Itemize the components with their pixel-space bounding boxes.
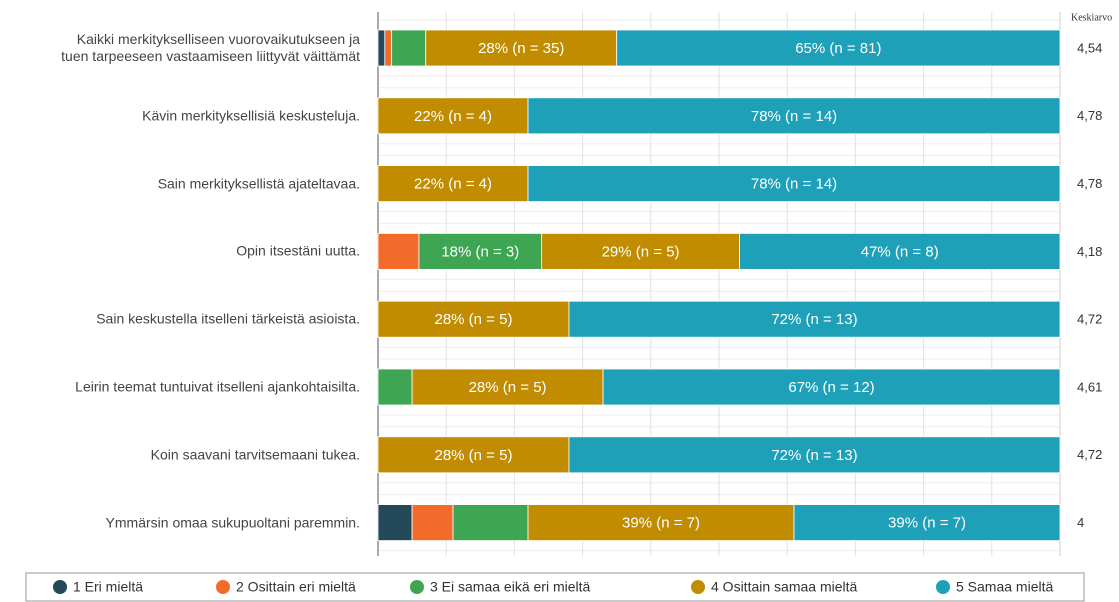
bar-segment	[602, 368, 1061, 406]
value-label: 18% (n = 3)	[441, 243, 519, 260]
value-label: 22% (n = 4)	[414, 108, 492, 125]
value-label: 67% (n = 12)	[788, 379, 874, 396]
legend-marker	[936, 580, 950, 594]
legend-marker	[410, 580, 424, 594]
bar-segment	[377, 504, 413, 542]
value-label: 39% (n = 7)	[622, 515, 700, 532]
legend-label: 1 Eri mieltä	[73, 579, 143, 595]
bar-segment	[377, 232, 420, 270]
bar-segment	[541, 232, 740, 270]
bar-segment	[411, 368, 604, 406]
legend-marker	[216, 580, 230, 594]
category-label: Leirin teemat tuntuivat itselleni ajanko…	[75, 378, 360, 395]
value-label: 47% (n = 8)	[861, 243, 939, 260]
bar-segment	[527, 165, 1061, 203]
mean-value: 4,61	[1077, 379, 1102, 394]
value-label: 28% (n = 35)	[478, 40, 564, 57]
bar-segment	[411, 504, 454, 542]
mean-value: 4,78	[1077, 176, 1102, 191]
bar-segment	[616, 29, 1061, 67]
value-label: 78% (n = 14)	[751, 176, 837, 193]
legend-label: 4 Osittain samaa mieltä	[711, 579, 857, 595]
legend-label: 2 Osittain eri mieltä	[236, 579, 356, 595]
bar-segment	[384, 29, 393, 67]
bar-segment	[377, 97, 529, 135]
category-label: Sain keskustella itselleni tärkeistä asi…	[96, 310, 360, 327]
legend-label: 5 Samaa mieltä	[956, 579, 1053, 595]
mean-value: 4,78	[1077, 108, 1102, 123]
bar-segment	[739, 232, 1061, 270]
bar-segment	[391, 29, 427, 67]
bar-segment	[568, 436, 1061, 474]
mean-value: 4,54	[1077, 40, 1102, 55]
category-label: Opin itsestäni uutta.	[236, 242, 360, 259]
mean-header: Keskiarvo	[1071, 12, 1112, 23]
bar-segment	[568, 300, 1061, 338]
value-label: 28% (n = 5)	[434, 447, 512, 464]
bar-segment	[377, 29, 386, 67]
bar-segment	[527, 97, 1061, 135]
legend-box	[25, 572, 1085, 602]
category-label: Ymmärsin omaa sukupuoltani paremmin.	[105, 514, 360, 531]
value-label: 29% (n = 5)	[602, 243, 680, 260]
value-label: 39% (n = 7)	[888, 515, 966, 532]
value-label: 72% (n = 13)	[771, 311, 857, 328]
bar-segment	[377, 436, 570, 474]
legend-marker	[53, 580, 67, 594]
value-label: 22% (n = 4)	[414, 176, 492, 193]
category-label: Sain merkityksellistä ajateltavaa.	[157, 175, 360, 192]
legend-marker	[691, 580, 705, 594]
mean-value: 4	[1077, 515, 1084, 530]
value-label: 28% (n = 5)	[469, 379, 547, 396]
legend-label: 3 Ei samaa eikä eri mieltä	[430, 579, 591, 595]
category-label: Koin saavani tarvitsemaani tukea.	[150, 446, 360, 463]
mean-value: 4,72	[1077, 312, 1102, 327]
category-label: Kaikki merkitykselliseen vuorovaikutukse…	[61, 31, 360, 64]
bar-segment	[793, 504, 1061, 542]
value-label: 28% (n = 5)	[434, 311, 512, 328]
category-label: Kävin merkityksellisiä keskusteluja.	[142, 107, 360, 124]
mean-value: 4,18	[1077, 244, 1102, 259]
bar-segment	[425, 29, 618, 67]
bar-segment	[452, 504, 529, 542]
bar-segment	[377, 368, 413, 406]
value-label: 78% (n = 14)	[751, 108, 837, 125]
bar-segment	[377, 165, 529, 203]
value-label: 72% (n = 13)	[771, 447, 857, 464]
value-label: 65% (n = 81)	[795, 40, 881, 57]
mean-value: 4,72	[1077, 447, 1102, 462]
